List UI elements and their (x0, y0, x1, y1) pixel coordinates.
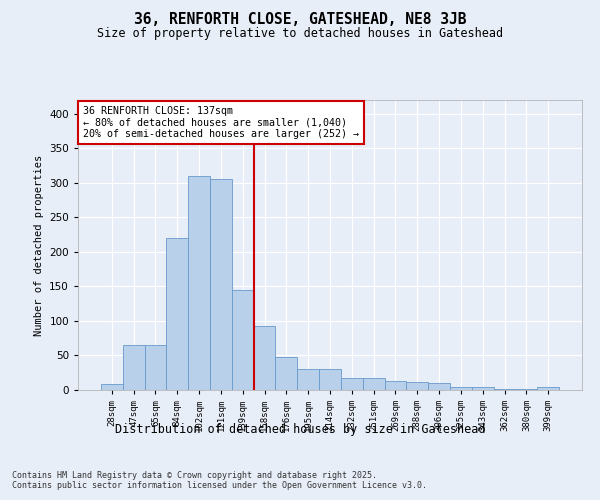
Bar (319, 370, 341, 390)
Bar (210, 180, 232, 390)
Bar (385, 381, 406, 390)
Bar (297, 370, 319, 390)
Text: 36, RENFORTH CLOSE, GATESHEAD, NE8 3JB: 36, RENFORTH CLOSE, GATESHEAD, NE8 3JB (134, 12, 466, 28)
Bar (188, 176, 210, 390)
Bar (254, 326, 275, 390)
Bar (472, 387, 494, 390)
Text: Contains HM Land Registry data © Crown copyright and database right 2025.
Contai: Contains HM Land Registry data © Crown c… (12, 470, 427, 490)
Bar (406, 382, 428, 390)
Y-axis label: Number of detached properties: Number of detached properties (34, 154, 44, 336)
Bar (145, 345, 166, 390)
Bar (166, 238, 188, 390)
Bar (363, 378, 385, 390)
Bar (341, 378, 363, 390)
Bar (232, 290, 254, 390)
Bar (101, 384, 123, 390)
Bar (515, 388, 537, 390)
Text: Size of property relative to detached houses in Gateshead: Size of property relative to detached ho… (97, 28, 503, 40)
Text: 36 RENFORTH CLOSE: 137sqm
← 80% of detached houses are smaller (1,040)
20% of se: 36 RENFORTH CLOSE: 137sqm ← 80% of detac… (83, 106, 359, 139)
Bar (450, 386, 472, 390)
Bar (123, 345, 145, 390)
Bar (494, 388, 515, 390)
Bar (275, 357, 297, 390)
Bar (537, 387, 559, 390)
Bar (428, 383, 450, 390)
Text: Distribution of detached houses by size in Gateshead: Distribution of detached houses by size … (115, 422, 485, 436)
